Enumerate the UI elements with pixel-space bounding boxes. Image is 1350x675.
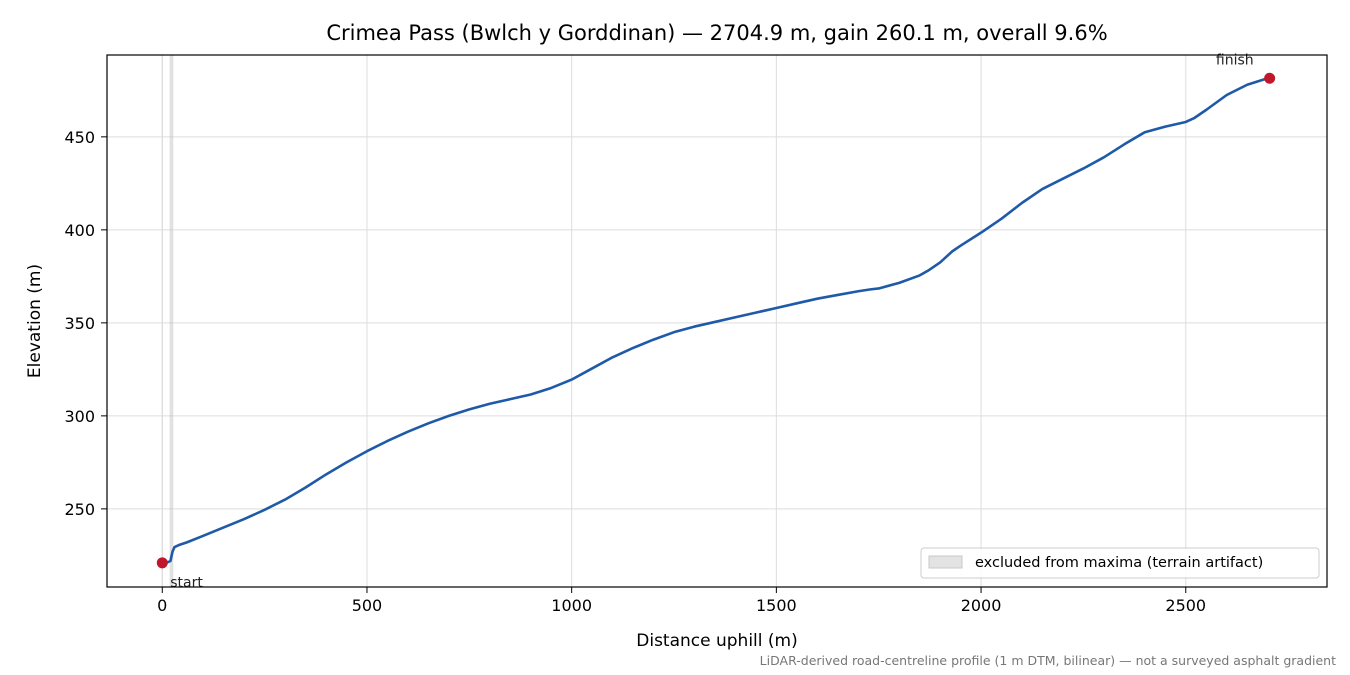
- y-axis-label: Elevation (m): [25, 264, 45, 378]
- legend-swatch-excluded: [928, 555, 963, 569]
- excluded-band-layer: [161, 55, 174, 587]
- x-tick-label: 0: [157, 596, 167, 615]
- elevation-line: [160, 76, 1271, 565]
- plot-frame: [106, 54, 1328, 588]
- x-axis-label: Distance uphill (m): [636, 631, 797, 651]
- x-tick-label: 2500: [1165, 596, 1206, 615]
- x-tick-label: 1000: [551, 596, 592, 615]
- finish-annotation: finish: [1216, 52, 1254, 68]
- y-tick-label: 350: [64, 314, 95, 333]
- grid-lines: [107, 55, 1327, 587]
- y-tick-label: 400: [64, 221, 95, 240]
- axis-ticks: 0 500 1000 1500 2000 2500 250 300 350 400 450: [64, 128, 1206, 615]
- x-tick-label: 500: [352, 596, 383, 615]
- footnote: LiDAR-derived road-centreline profile (1…: [760, 653, 1336, 668]
- y-tick-label: 300: [64, 407, 95, 426]
- x-tick-label: 1500: [756, 596, 797, 615]
- start-annotation: start: [170, 575, 203, 591]
- finish-marker: [1264, 72, 1276, 84]
- x-tick-label: 2000: [961, 596, 1002, 615]
- y-tick-label: 450: [64, 128, 95, 147]
- excluded-band: [169, 55, 174, 587]
- legend: excluded from maxima (terrain artifact): [920, 547, 1320, 579]
- legend-entry-excluded: excluded from maxima (terrain artifact): [975, 555, 1263, 571]
- series-layer: [160, 76, 1271, 565]
- y-tick-label: 250: [64, 500, 95, 519]
- legend-box: [920, 547, 1320, 579]
- chart-title: Crimea Pass (Bwlch y Gorddinan) — 2704.9…: [326, 21, 1107, 45]
- start-marker: [156, 557, 168, 569]
